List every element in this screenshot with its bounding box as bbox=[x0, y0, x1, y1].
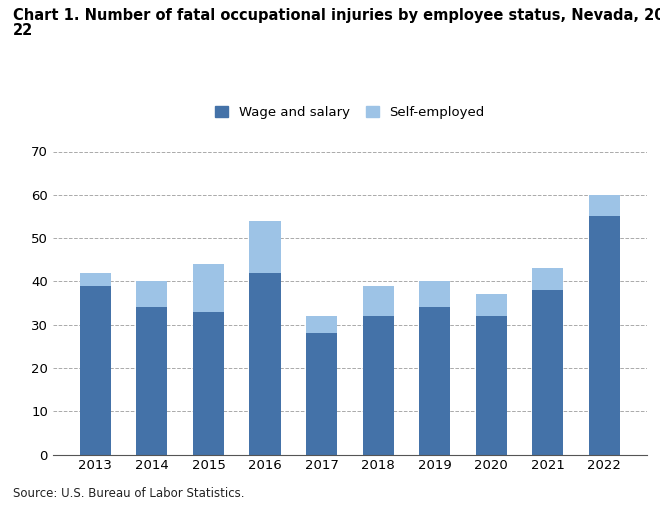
Text: Chart 1. Number of fatal occupational injuries by employee status, Nevada, 2013–: Chart 1. Number of fatal occupational in… bbox=[13, 8, 660, 23]
Bar bbox=[249, 221, 280, 273]
Bar bbox=[419, 281, 450, 308]
Legend: Wage and salary, Self-employed: Wage and salary, Self-employed bbox=[213, 104, 487, 122]
Bar bbox=[306, 333, 337, 454]
Bar bbox=[80, 273, 111, 286]
Bar bbox=[476, 316, 507, 454]
Bar bbox=[362, 316, 393, 454]
Bar bbox=[80, 286, 111, 454]
Bar bbox=[532, 268, 563, 290]
Bar bbox=[476, 294, 507, 316]
Bar bbox=[589, 217, 620, 454]
Bar bbox=[362, 286, 393, 316]
Bar bbox=[193, 312, 224, 454]
Bar bbox=[589, 195, 620, 217]
Bar bbox=[419, 308, 450, 454]
Bar bbox=[306, 316, 337, 333]
Bar bbox=[532, 290, 563, 454]
Bar bbox=[193, 264, 224, 312]
Bar bbox=[137, 308, 168, 454]
Text: 22: 22 bbox=[13, 23, 34, 38]
Text: Source: U.S. Bureau of Labor Statistics.: Source: U.S. Bureau of Labor Statistics. bbox=[13, 487, 245, 500]
Bar bbox=[249, 273, 280, 454]
Bar bbox=[137, 281, 168, 308]
